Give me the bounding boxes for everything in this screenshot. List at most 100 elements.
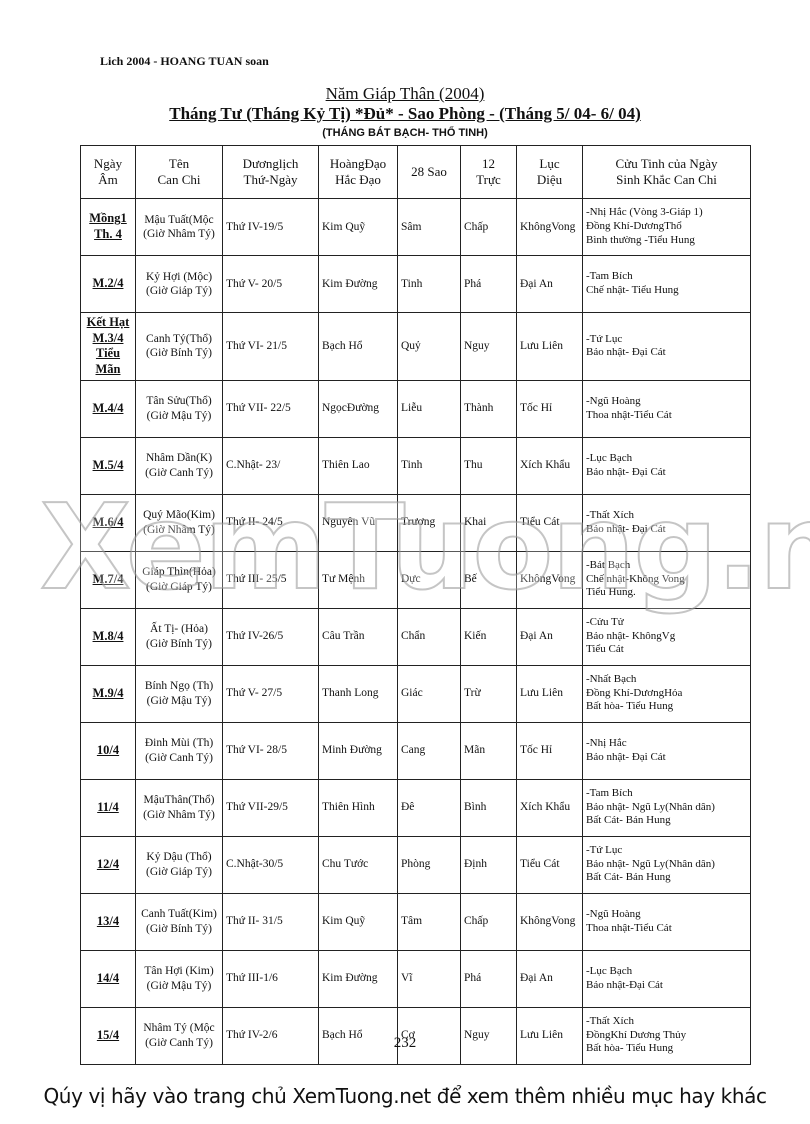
- table-cell: Bạch Hổ: [318, 1006, 398, 1065]
- table-cell: Ất Tị- (Hỏa) (Giờ Bính Tý): [135, 607, 223, 666]
- table-cell: Bế: [460, 550, 517, 609]
- table-cell: M.2/4: [80, 255, 136, 313]
- table-row: M.2/4 Kỷ Hợi (Mộc) (Giờ Giáp Tý) Thứ V- 20…: [80, 255, 751, 313]
- table-cell: NgọcĐường: [318, 379, 398, 438]
- table-row: M.4/4 Tân Sửu(Thổ) (Giờ Mậu Tý) Thứ VII- 2…: [80, 379, 751, 438]
- table-cell: Phòng: [397, 835, 461, 894]
- table-cell: Thứ V- 20/5: [222, 255, 319, 313]
- table-cell: Tinh: [397, 436, 461, 495]
- table-cell: Tinh: [397, 255, 461, 313]
- table-cell: -Thất Xích Bảo nhật- Đại Cát: [582, 493, 751, 552]
- table-cell: Vĩ: [397, 949, 461, 1008]
- table-cell: -Nhất Bạch Đồng Khí-DươngHỏa Bất hòa- Ti…: [582, 664, 751, 723]
- table-cell: Định: [460, 835, 517, 894]
- table-cell: Phá: [460, 255, 517, 313]
- table-cell: Canh Tuất(Kim) (Giờ Bính Tý): [135, 892, 223, 951]
- table-cell: M.9/4: [80, 664, 136, 723]
- table-cell: M.5/4: [80, 436, 136, 495]
- table-cell: Trừ: [460, 664, 517, 723]
- table-cell: Phá: [460, 949, 517, 1008]
- table-cell: -Nhị Hắc Bảo nhật- Đại Cát: [582, 721, 751, 780]
- table-cell: Chấp: [460, 198, 517, 256]
- table-cell: Thứ IV-19/5: [222, 198, 319, 256]
- table-cell: Kiến: [460, 607, 517, 666]
- table-cell: C.Nhật- 23/: [222, 436, 319, 495]
- table-cell: Đê: [397, 778, 461, 837]
- table-cell: Kỷ Dậu (Thổ) (Giờ Giáp Tý): [135, 835, 223, 894]
- table-cell: Trương: [397, 493, 461, 552]
- table-cell: KhôngVong: [516, 550, 583, 609]
- table-row: 10/4 Đinh Mùi (Th) (Giờ Canh Tý) Thứ VI- 2…: [80, 721, 751, 780]
- table-cell: -Tứ Lục Bảo nhật- Ngũ Ly(Nhân dân) Bất C…: [582, 835, 751, 894]
- table-cell: 10/4: [80, 721, 136, 780]
- table-cell: Nhâm Dần(K) (Giờ Canh Tý): [135, 436, 223, 495]
- table-cell: Tân Hợi (Kim) (Giờ Mậu Tý): [135, 949, 223, 1008]
- table-row: 12/4 Kỷ Dậu (Thổ) (Giờ Giáp Tý) C.Nhật-30/…: [80, 835, 751, 894]
- calendar-table: Ngày Âm Tên Can Chi Dươnglịch Thứ-Ngày Hoàn…: [80, 145, 751, 1065]
- table-row: Kết Hạt M.3/4 Tiểu Mãn Canh Tý(Thổ) (Giờ …: [80, 312, 751, 381]
- page-number: 232: [393, 1035, 417, 1051]
- table-cell: -Tam Bích Bảo nhật- Ngũ Ly(Nhân dân) Bất…: [582, 778, 751, 837]
- table-cell: Dực: [397, 550, 461, 609]
- column-header: HoàngĐạo Hắc Đạo: [318, 145, 398, 199]
- table-cell: Xích Khẩu: [516, 436, 583, 495]
- table-cell: -Thất Xích ĐồngKhí Dương Thủy Bất hòa- T…: [582, 1006, 751, 1065]
- table-cell: Xích Khẩu: [516, 778, 583, 837]
- table-cell: Cang: [397, 721, 461, 780]
- table-cell: Giác: [397, 664, 461, 723]
- table-cell: -Tứ Lục Bảo nhật- Đại Cát: [582, 312, 751, 381]
- table-cell: -Cửu Tử Bảo nhật- KhôngVg Tiểu Cát: [582, 607, 751, 666]
- table-cell: Thiên Lao: [318, 436, 398, 495]
- table-cell: Thứ VI- 28/5: [222, 721, 319, 780]
- title: Năm Giáp Thân (2004): [325, 84, 485, 103]
- table-cell: Đinh Mùi (Th) (Giờ Canh Tý): [135, 721, 223, 780]
- table-cell: -Lục Bạch Bảo nhật-Đại Cát: [582, 949, 751, 1008]
- table-cell: Thứ II- 24/5: [222, 493, 319, 552]
- table-cell: M.8/4: [80, 607, 136, 666]
- table-cell: Quỷ: [397, 312, 461, 381]
- table-cell: Quý Mão(Kim) (Giờ Nhâm Tý): [135, 493, 223, 552]
- column-header: Dươnglịch Thứ-Ngày: [222, 145, 319, 199]
- table-row: M.6/4 Quý Mão(Kim) (Giờ Nhâm Tý) Thứ II- 2…: [80, 493, 751, 552]
- table-row: M.8/4 Ất Tị- (Hỏa) (Giờ Bính Tý) Thứ IV-26…: [80, 607, 751, 666]
- table-cell: Nguyên Vũ: [318, 493, 398, 552]
- table-cell: Thứ IV-26/5: [222, 607, 319, 666]
- table-cell: 15/4: [80, 1006, 136, 1065]
- table-cell: Cơ: [397, 1006, 461, 1065]
- table-cell: Mậu Tuất(Mộc (Giờ Nhâm Tý): [135, 198, 223, 256]
- table-cell: Bính Ngọ (Th) (Giờ Mậu Tý): [135, 664, 223, 723]
- subtitle: Tháng Tư (Tháng Kỷ Tị) *Đủ* - Sao Phòng …: [169, 104, 641, 123]
- table-cell: Chấp: [460, 892, 517, 951]
- header-row: Ngày Âm Tên Can Chi Dươnglịch Thứ-Ngày Hoàn…: [80, 145, 751, 199]
- column-header: Tên Can Chi: [135, 145, 223, 199]
- table-cell: -Lục Bạch Bảo nhật- Đại Cát: [582, 436, 751, 495]
- table-cell: Chẩn: [397, 607, 461, 666]
- table-body: Mồng1 Th. 4 Mậu Tuất(Mộc (Giờ Nhâm Tý) Thứ…: [80, 198, 751, 1065]
- table-cell: -Ngũ Hoàng Thoa nhật-Tiểu Cát: [582, 379, 751, 438]
- table-cell: Giáp Thìn(Hỏa) (Giờ Giáp Tý): [135, 550, 223, 609]
- table-cell: Kim Đường: [318, 255, 398, 313]
- column-header: Ngày Âm: [80, 145, 136, 199]
- table-cell: Thứ III- 25/5: [222, 550, 319, 609]
- table-cell: Tiểu Cát: [516, 493, 583, 552]
- table-row: M.9/4 Bính Ngọ (Th) (Giờ Mậu Tý) Thứ V- 27…: [80, 664, 751, 723]
- table-cell: Thứ II- 31/5: [222, 892, 319, 951]
- note: (THÁNG BÁT BẠCH- THỔ TINH): [322, 127, 488, 139]
- table-cell: Đại An: [516, 607, 583, 666]
- table-cell: Thứ V- 27/5: [222, 664, 319, 723]
- table-cell: Nguy: [460, 312, 517, 381]
- table-cell: Thứ VII- 22/5: [222, 379, 319, 438]
- table-cell: Nguy: [460, 1006, 517, 1065]
- table-cell: Kim Đường: [318, 949, 398, 1008]
- table-cell: Tâm: [397, 892, 461, 951]
- table-cell: MậuThân(Thổ) (Giờ Nhâm Tý): [135, 778, 223, 837]
- table-row: 15/4 Nhâm Tý (Mộc (Giờ Canh Tý) Thứ IV-2/6…: [80, 1006, 751, 1065]
- table-cell: Tư Mệnh: [318, 550, 398, 609]
- table-cell: Thanh Long: [318, 664, 398, 723]
- table-cell: Câu Trần: [318, 607, 398, 666]
- table-row: M.7/4 Giáp Thìn(Hỏa) (Giờ Giáp Tý) Thứ III…: [80, 550, 751, 609]
- table-cell: Lưu Liên: [516, 312, 583, 381]
- table-cell: Liễu: [397, 379, 461, 438]
- table-cell: Nhâm Tý (Mộc (Giờ Canh Tý): [135, 1006, 223, 1065]
